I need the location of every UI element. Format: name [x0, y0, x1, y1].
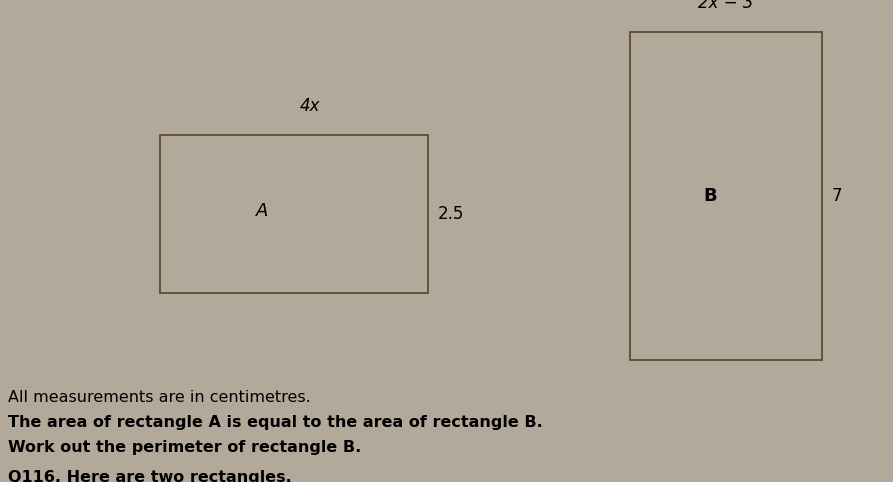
Bar: [160, 135, 428, 293]
Text: Work out the perimeter of rectangle B.: Work out the perimeter of rectangle B.: [8, 440, 362, 455]
Text: 2x − 3: 2x − 3: [698, 0, 754, 12]
Text: A: A: [255, 202, 268, 220]
Text: 2.5: 2.5: [438, 205, 464, 223]
Text: The area of rectangle A is equal to the area of rectangle B.: The area of rectangle A is equal to the …: [8, 415, 543, 430]
Text: Q116. Here are two rectangles.: Q116. Here are two rectangles.: [8, 470, 292, 482]
Text: 7: 7: [832, 187, 842, 205]
Text: All measurements are in centimetres.: All measurements are in centimetres.: [8, 390, 311, 405]
Bar: [630, 32, 822, 360]
Text: B: B: [704, 187, 717, 205]
Text: 4x: 4x: [300, 97, 321, 115]
